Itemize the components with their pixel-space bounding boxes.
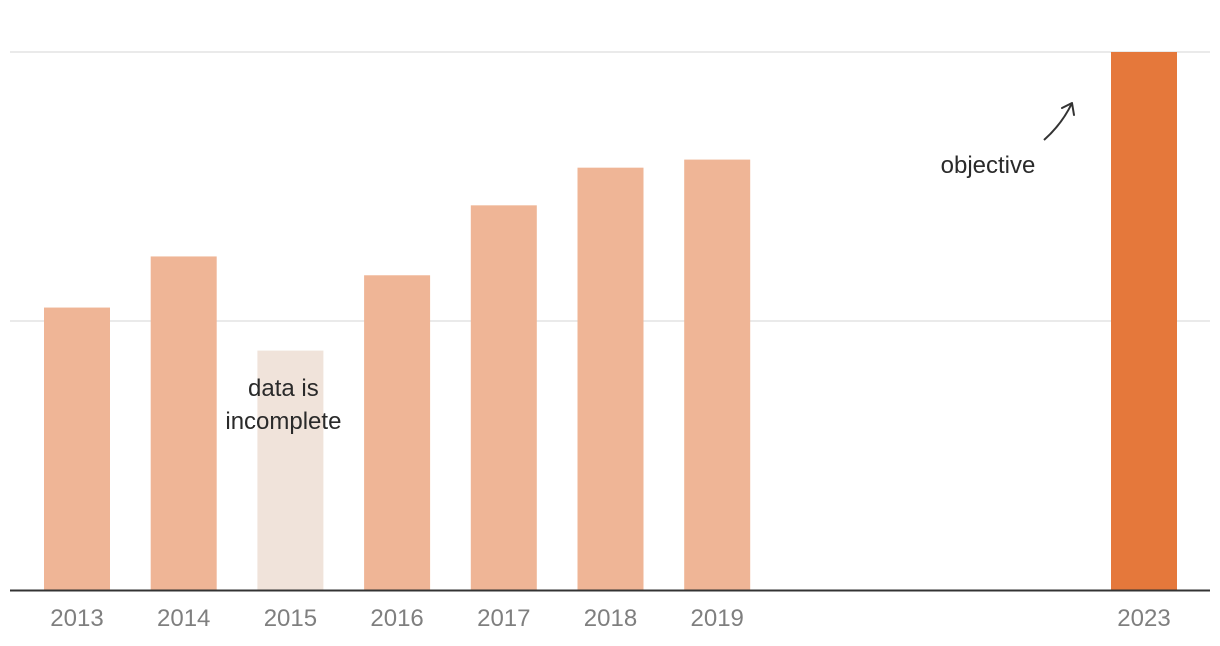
x-tick-label-2014: 2014 <box>157 605 210 632</box>
annotation-2015-line-1: incomplete <box>225 408 341 435</box>
bar-2014 <box>150 256 217 590</box>
bar-2016 <box>364 275 431 590</box>
bar-layer <box>44 52 1177 591</box>
annotation-2023-line-0: objective <box>941 152 1036 179</box>
tick-label-layer: 2013 2014 2015 2016 2017 2018 2019 2023 <box>50 605 1170 632</box>
annotation-2015-line-0: data is <box>248 375 319 402</box>
bar-2017 <box>470 205 537 590</box>
bar-2015 <box>257 350 324 590</box>
bar-2019 <box>684 159 751 590</box>
annotation-layer: data is incomplete objective <box>225 102 1075 435</box>
x-tick-label-2013: 2013 <box>50 605 103 632</box>
bar-2018 <box>577 167 644 591</box>
x-tick-label-2018: 2018 <box>584 605 637 632</box>
annotation-arrow-shaft <box>1043 102 1073 141</box>
bar-2013 <box>44 307 110 590</box>
annotation-arrow-head <box>1061 102 1075 116</box>
x-tick-label-2019: 2019 <box>691 605 744 632</box>
x-tick-label-2016: 2016 <box>370 605 423 632</box>
bar-2023 <box>1111 52 1177 590</box>
x-tick-label-2015: 2015 <box>264 605 317 632</box>
x-tick-label-2023: 2023 <box>1117 605 1170 632</box>
x-tick-label-2017: 2017 <box>477 605 530 632</box>
